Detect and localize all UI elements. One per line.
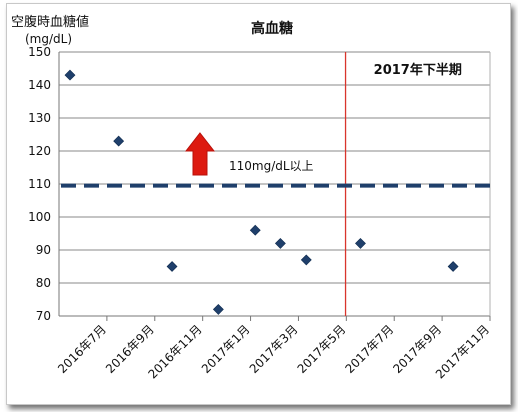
period-label: 2017年下半期 xyxy=(374,62,462,78)
y-tick-label: 80 xyxy=(36,276,51,290)
y-tick-label: 140 xyxy=(28,78,51,92)
data-point xyxy=(249,224,261,236)
data-point xyxy=(300,254,312,266)
up-arrow xyxy=(184,132,216,176)
x-tick-label: 2016年7月 xyxy=(55,322,109,376)
x-tick-label: 2017年1月 xyxy=(199,322,253,376)
data-point xyxy=(64,69,76,81)
data-point xyxy=(113,135,125,147)
x-tick-label: 2017年3月 xyxy=(247,322,301,376)
y-tick-label: 100 xyxy=(28,210,51,224)
x-tick-label: 2017年7月 xyxy=(342,322,396,376)
chart-plot: 7080901001101201301401502016年7月2016年9月20… xyxy=(28,45,496,381)
y-tick-label: 150 xyxy=(28,45,51,59)
y-tick-label: 120 xyxy=(28,144,51,158)
chart-title: 高血糖 xyxy=(251,21,293,37)
y-tick-label: 130 xyxy=(28,111,51,125)
chart-frame: 空腹時血糖値 (mg/dL) 高血糖 70 80 90 100 110 120 130 140… xyxy=(6,3,511,405)
data-point xyxy=(447,261,459,272)
threshold-label: 110mg/dL以上 xyxy=(229,159,314,173)
data-point xyxy=(355,237,366,249)
y-tick-label: 90 xyxy=(36,243,51,257)
y-tick-label: 110 xyxy=(28,177,51,191)
y-tick-label: 70 xyxy=(36,309,51,323)
data-point xyxy=(274,237,286,249)
y-axis-title: 空腹時血糖値 xyxy=(11,15,90,30)
data-point xyxy=(166,261,178,272)
x-tick-label: 2017年5月 xyxy=(295,322,349,376)
y-axis-unit: (mg/dL) xyxy=(25,32,73,46)
data-point xyxy=(212,303,224,315)
